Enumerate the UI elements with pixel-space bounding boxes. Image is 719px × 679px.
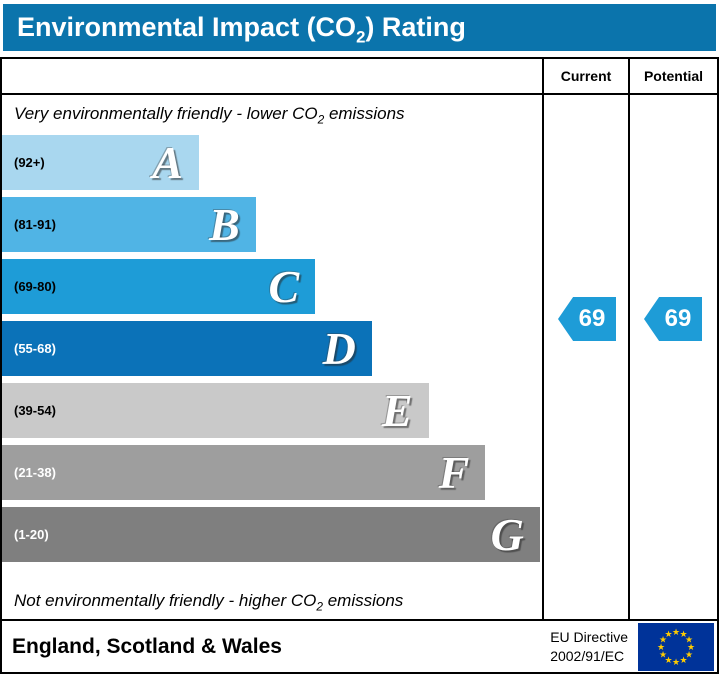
page-title: Environmental Impact (CO2) Rating (17, 12, 466, 47)
top-note: Very environmentally friendly - lower CO… (14, 104, 405, 127)
eu-star-icon: ★ (685, 634, 693, 644)
epc-co2-rating-chart: Environmental Impact (CO2) Rating Curren… (0, 4, 719, 679)
band-letter: C (268, 260, 300, 312)
header-spacer (2, 59, 542, 93)
eu-flag-icon: ★ ★★★★★★★★★★★ (638, 622, 714, 671)
band-range-label: (92+) (14, 155, 45, 170)
eu-directive-line1: EU Directive (550, 628, 628, 645)
footer-bar: England, Scotland & Wales EU Directive 2… (0, 621, 719, 674)
eu-star-icon: ★ (687, 642, 695, 652)
rating-chart: Current Potential Very environmentally f… (0, 57, 719, 621)
current-value-cell: 69 (542, 95, 628, 619)
band-bar-a: (92+) A (2, 135, 200, 190)
band-row-e: (39-54) E (2, 383, 542, 438)
band-letter: G (490, 508, 524, 560)
band-bar-d: (55-68) D (2, 321, 372, 376)
band-range-label: (69-80) (14, 279, 56, 294)
band-letter: B (209, 198, 240, 250)
band-row-d: (55-68) D (2, 321, 542, 376)
band-bar-e: (39-54) E (2, 383, 429, 438)
band-bar-b: (81-91) B (2, 197, 256, 252)
band-letter: A (152, 136, 184, 188)
potential-column-header: Potential (628, 59, 717, 93)
chart-title-bar: Environmental Impact (CO2) Rating (3, 4, 716, 51)
column-header-row: Current Potential (2, 59, 717, 95)
band-row-f: (21-38) F (2, 445, 542, 500)
eu-star-icon: ★ (672, 627, 680, 637)
potential-value: 69 (664, 305, 692, 332)
eu-star-icon: ★ (664, 629, 672, 639)
band-range-label: (1-20) (14, 527, 49, 542)
band-letter: E (381, 384, 413, 436)
band-row-c: (69-80) C (2, 259, 542, 314)
band-row-a: (92+) A (2, 135, 542, 190)
potential-value-arrow: 69 (644, 297, 702, 341)
band-list: (92+) A (81-91) B (69-80) C (55-68) D (39-54) E (2… (2, 135, 542, 562)
current-value-arrow: 69 (558, 297, 616, 341)
band-row-g: (1-20) G (2, 507, 542, 562)
current-column-header: Current (542, 59, 628, 93)
band-letter: D (322, 322, 356, 374)
band-bar-g: (1-20) G (2, 507, 540, 562)
eu-star-icon: ★ (685, 649, 693, 659)
eu-star-icon: ★ (672, 657, 680, 667)
eu-star-icon: ★ (679, 629, 687, 639)
eu-star-icon: ★ (664, 655, 672, 665)
bottom-note: Not environmentally friendly - higher CO… (14, 591, 404, 614)
band-range-label: (55-68) (14, 341, 56, 356)
band-range-label: (39-54) (14, 403, 56, 418)
eu-directive-line2: 2002/91/EC (550, 647, 625, 664)
eu-star-icon: ★ (659, 634, 667, 644)
eu-directive-label: EU Directive 2002/91/EC (550, 628, 638, 666)
band-bar-f: (21-38) F (2, 445, 486, 500)
eu-star-icon: ★ (659, 649, 667, 659)
band-row-b: (81-91) B (2, 197, 542, 252)
band-bar-c: (69-80) C (2, 259, 316, 314)
eu-star-icon: ★ (657, 642, 665, 652)
band-range-label: (81-91) (14, 217, 56, 232)
chart-body: Very environmentally friendly - lower CO… (2, 95, 717, 619)
region-label: England, Scotland & Wales (12, 634, 282, 658)
potential-value-cell: 69 (628, 95, 717, 619)
band-range-label: (21-38) (14, 465, 56, 480)
current-value: 69 (578, 305, 606, 332)
bands-area: Very environmentally friendly - lower CO… (2, 95, 542, 619)
eu-star-icon: ★ (679, 655, 687, 665)
band-letter: F (438, 446, 470, 498)
